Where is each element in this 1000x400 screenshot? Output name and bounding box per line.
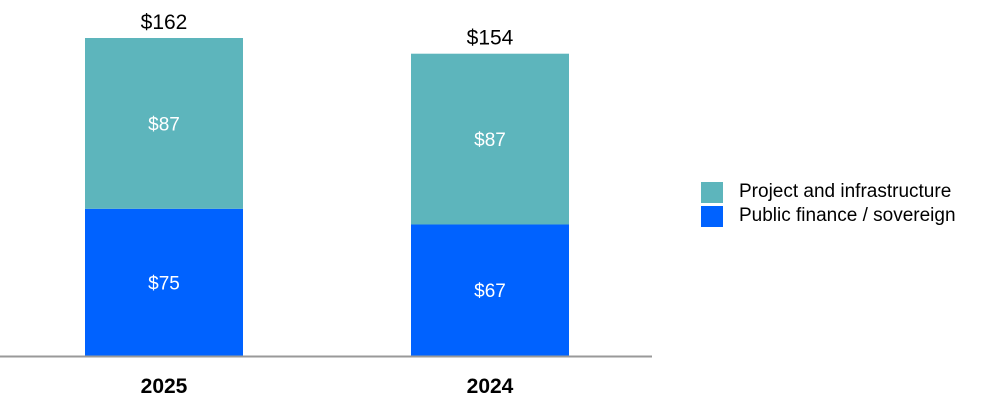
legend: Project and infrastructure Public financ…	[701, 180, 956, 228]
data-label: $75	[148, 273, 180, 294]
legend-label: Public finance / sovereign	[739, 205, 956, 226]
data-label: $87	[148, 114, 180, 135]
data-label: $87	[474, 130, 506, 151]
legend-item-public-finance: Public finance / sovereign	[701, 204, 956, 228]
x-tick-label: 2024	[467, 375, 514, 398]
bar-segment	[85, 208, 243, 356]
total-label: $154	[467, 27, 514, 50]
data-label: $67	[474, 281, 506, 302]
legend-swatch	[701, 205, 723, 227]
total-label: $162	[141, 11, 188, 34]
legend-item-project-infrastructure: Project and infrastructure	[701, 180, 956, 204]
legend-label: Project and infrastructure	[739, 181, 952, 202]
legend-swatch	[701, 181, 723, 203]
bar-segment	[411, 224, 569, 356]
bar-segment	[85, 38, 243, 209]
x-tick-label: 2025	[141, 375, 188, 398]
bar-segment	[411, 53, 569, 225]
